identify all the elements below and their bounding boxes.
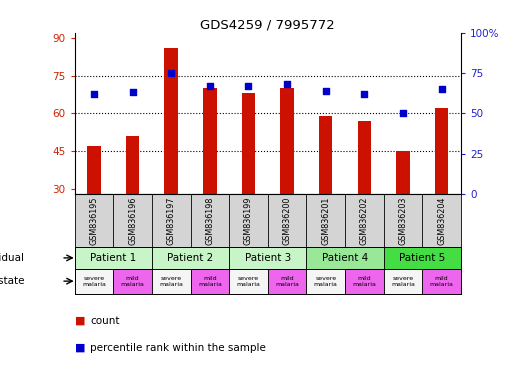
Text: GSM836196: GSM836196 [128, 197, 137, 245]
Text: disease state: disease state [0, 276, 24, 286]
Point [90, 91, 98, 97]
Bar [357, 121, 371, 265]
Text: severe
malaria: severe malaria [391, 276, 415, 286]
Bar [306, 247, 384, 268]
Bar [435, 108, 449, 265]
Text: severe
malaria: severe malaria [82, 276, 106, 286]
Bar [384, 268, 422, 294]
Title: GDS4259 / 7995772: GDS4259 / 7995772 [200, 18, 335, 31]
Text: GSM836197: GSM836197 [167, 197, 176, 245]
Bar [126, 136, 140, 265]
Text: GSM836203: GSM836203 [399, 197, 407, 245]
Bar [268, 268, 306, 294]
Text: percentile rank within the sample: percentile rank within the sample [90, 343, 266, 353]
Point [283, 81, 291, 88]
Bar [242, 93, 255, 265]
Text: Patient 2: Patient 2 [167, 253, 214, 263]
Point [438, 86, 446, 92]
Bar [280, 88, 294, 265]
Point [129, 89, 137, 96]
Text: mild
malaria: mild malaria [121, 276, 145, 286]
Bar [422, 268, 461, 294]
Text: Patient 5: Patient 5 [399, 253, 445, 263]
Bar [87, 146, 101, 265]
Point [399, 110, 407, 116]
Text: GSM836200: GSM836200 [283, 197, 291, 245]
Point [321, 88, 330, 94]
Text: GSM836195: GSM836195 [90, 197, 98, 245]
Text: ■: ■ [75, 316, 85, 326]
Point [360, 91, 369, 97]
Text: Patient 4: Patient 4 [322, 253, 368, 263]
Bar [164, 48, 178, 265]
Text: severe
malaria: severe malaria [159, 276, 183, 286]
Text: severe
malaria: severe malaria [236, 276, 261, 286]
Bar [152, 268, 191, 294]
Text: Patient 3: Patient 3 [245, 253, 291, 263]
Text: GSM836202: GSM836202 [360, 197, 369, 245]
Bar [384, 247, 461, 268]
Bar [113, 268, 152, 294]
Text: GSM836199: GSM836199 [244, 197, 253, 245]
Text: mild
malaria: mild malaria [275, 276, 299, 286]
Bar [203, 88, 217, 265]
Bar [229, 268, 268, 294]
Text: individual: individual [0, 253, 24, 263]
Text: GSM836201: GSM836201 [321, 197, 330, 245]
Text: count: count [90, 316, 119, 326]
Point [206, 83, 214, 89]
Text: severe
malaria: severe malaria [314, 276, 338, 286]
Bar [396, 151, 410, 265]
Point [244, 83, 252, 89]
Bar [306, 268, 345, 294]
Point [167, 70, 175, 76]
Bar [345, 268, 384, 294]
Bar [75, 247, 152, 268]
Bar [75, 268, 113, 294]
Bar [229, 247, 306, 268]
Text: Patient 1: Patient 1 [90, 253, 136, 263]
Text: GSM836204: GSM836204 [437, 197, 446, 245]
Text: mild
malaria: mild malaria [430, 276, 454, 286]
Text: mild
malaria: mild malaria [352, 276, 376, 286]
Text: mild
malaria: mild malaria [198, 276, 222, 286]
Text: GSM836198: GSM836198 [205, 197, 214, 245]
Text: ■: ■ [75, 343, 85, 353]
Bar [191, 268, 229, 294]
Bar [152, 247, 229, 268]
Bar [319, 116, 333, 265]
